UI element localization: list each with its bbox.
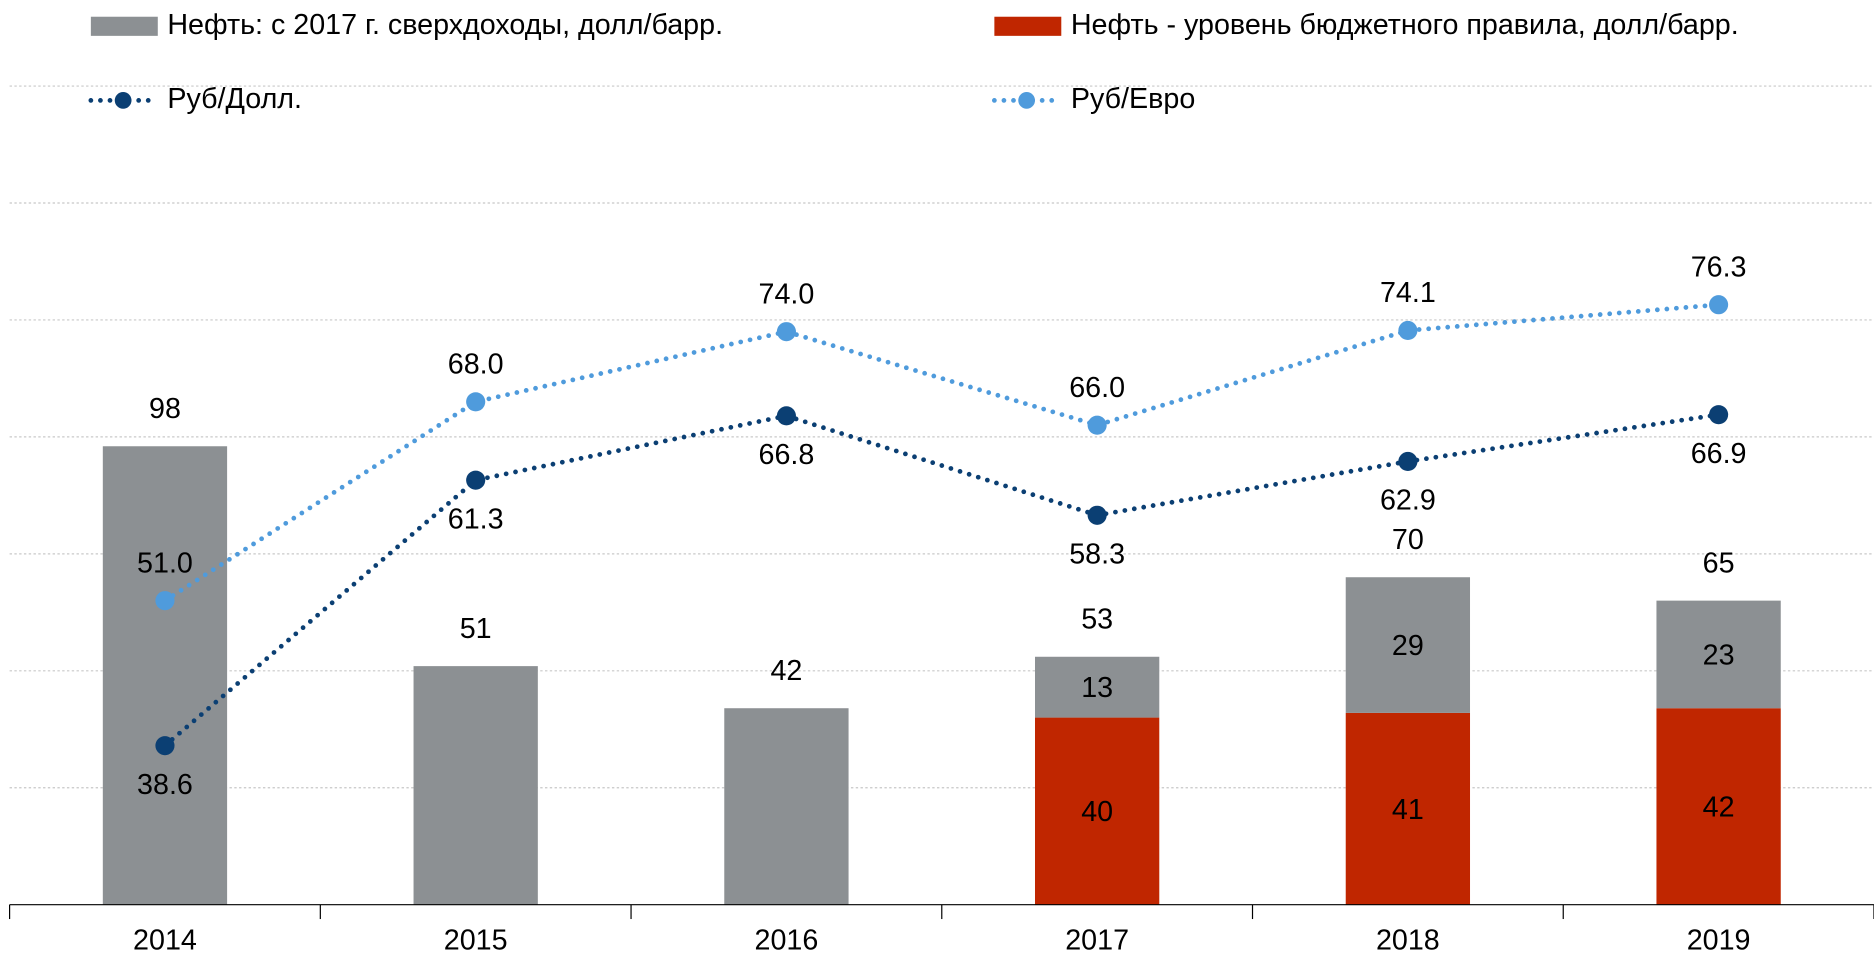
segment-label: 13 [1081,672,1113,704]
point-label: 66.9 [1691,438,1747,470]
x-tick-label: 2016 [755,924,819,956]
point-label: 68.0 [448,349,504,381]
x-tick-label: 2018 [1376,924,1440,956]
point-label: 58.3 [1069,538,1125,570]
total-label: 65 [1703,547,1735,579]
bar-segment [1034,656,1160,718]
line-point [1709,295,1729,315]
segment-label: 42 [1703,791,1735,823]
x-tick-label: 2019 [1687,924,1751,956]
line-point [466,470,486,490]
x-tick-label: 2017 [1065,924,1129,956]
line-point [1398,320,1418,341]
segment-label: 40 [1081,796,1113,828]
legend-label: Руб/Долл. [167,83,302,115]
legend-marker [1018,92,1035,109]
segment-label: 23 [1703,639,1735,671]
point-label: 66.8 [759,439,815,471]
line-point [1087,415,1107,435]
bar-segment [1345,577,1471,713]
total-label: 53 [1081,603,1113,635]
bar-segment [102,446,228,905]
bar-segment [1034,717,1160,905]
legend-label: Нефть - уровень бюджетного правила, долл… [1071,9,1739,41]
point-label: 76.3 [1691,251,1747,283]
point-label: 74.0 [759,278,815,310]
line-point [155,736,175,756]
bar-segment [1656,708,1781,905]
line-point [776,406,796,426]
legend-label: Руб/Евро [1071,83,1195,115]
point-label: 66.0 [1069,372,1125,404]
bar-segment [1656,600,1781,709]
bar-segment [1345,712,1471,905]
bar-segment [413,666,538,905]
line-point [776,322,796,342]
segment-label: 29 [1392,630,1424,662]
segment-label: 41 [1392,794,1424,826]
legend-swatch [90,16,158,36]
legend-label: Нефть: с 2017 г. сверхдоходы, долл/барр. [167,9,723,41]
line-point [1087,505,1107,525]
line-point [1398,451,1418,472]
point-label: 61.3 [448,503,504,535]
line-series [162,412,1721,749]
x-tick-label: 2015 [444,924,508,956]
point-label: 51.0 [137,547,193,579]
bar-segment [724,708,849,905]
point-label: 62.9 [1380,485,1436,517]
total-label: 98 [149,393,181,425]
line-series [162,302,1721,604]
legend-swatch [994,16,1062,36]
line-point [466,392,486,412]
legend-marker [114,92,132,109]
line-point [1709,405,1729,425]
point-label: 74.1 [1380,277,1436,309]
total-label: 42 [770,655,802,687]
x-tick-label: 2014 [133,924,197,956]
total-label: 70 [1392,524,1424,556]
point-label: 38.6 [137,769,193,801]
line-point [155,591,175,611]
total-label: 51 [460,613,492,645]
